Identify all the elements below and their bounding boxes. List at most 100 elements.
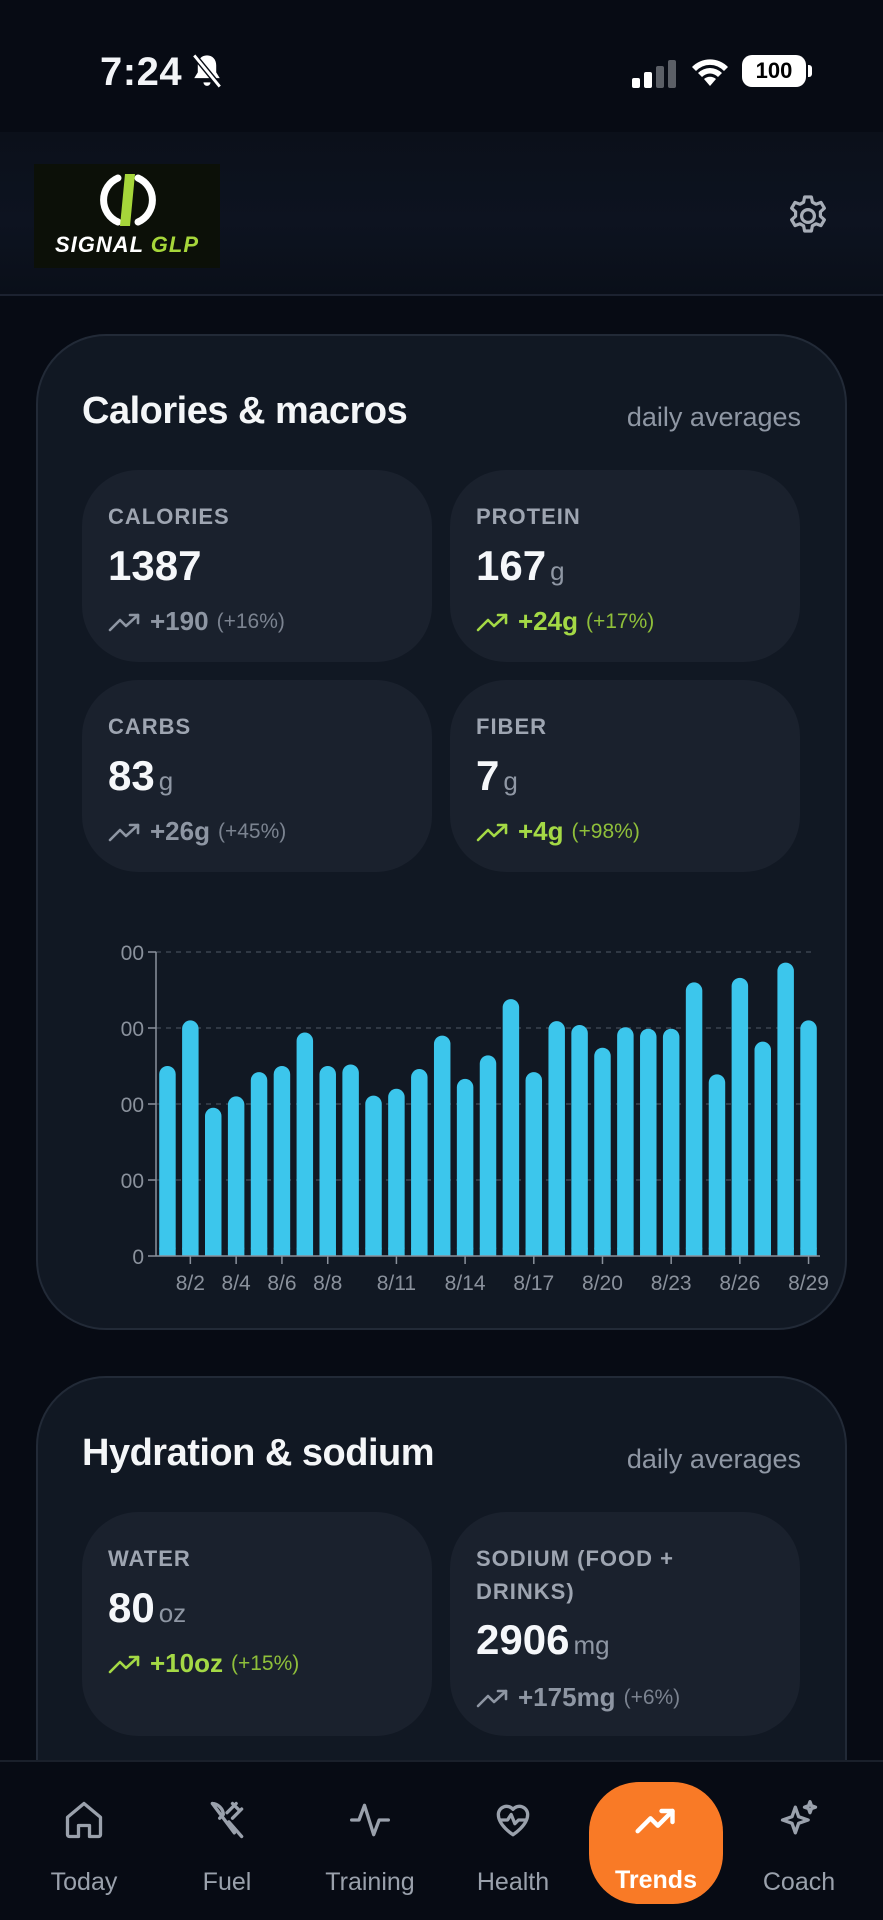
nav-trends[interactable]: Trends	[589, 1782, 723, 1904]
chart-bar	[777, 962, 794, 1256]
logo-mark-icon	[100, 174, 156, 226]
protein-tile[interactable]: PROTEIN 167 g +24g (+17%)	[450, 470, 800, 662]
gear-icon[interactable]	[784, 192, 832, 240]
chart-bar-base	[433, 1247, 451, 1256]
app-header: SIGNAL GLP	[0, 132, 883, 296]
nav-today[interactable]: Today	[19, 1762, 149, 1920]
trending-up-icon	[476, 1689, 508, 1707]
chart-bar	[594, 1047, 611, 1256]
chart-bar-base	[319, 1247, 336, 1256]
chart-bar	[273, 1066, 291, 1256]
chart-bar-base	[227, 1247, 245, 1256]
tile-label: SODIUM (FOOD + DRINKS)	[476, 1546, 674, 1604]
chart-bar-base	[411, 1247, 428, 1256]
chart-bar-base	[731, 1247, 749, 1256]
chart-bar-base	[250, 1247, 268, 1256]
tile-value: 167 g	[476, 542, 565, 589]
trending-up-icon	[476, 823, 508, 841]
x-tick-label: 8/26	[719, 1272, 760, 1295]
hydration-subtitle: daily averages	[626, 1444, 801, 1474]
tile-value: 1387	[108, 542, 202, 589]
chart-bar-base	[640, 1247, 657, 1256]
x-tick-label: 8/20	[582, 1272, 623, 1295]
chart-bar-base	[708, 1247, 726, 1256]
x-tick-label: 8/17	[513, 1272, 554, 1295]
chart-bar	[617, 1027, 634, 1256]
chart-bar	[365, 1095, 382, 1256]
app-logo[interactable]: SIGNAL GLP	[34, 164, 220, 268]
chart-bar	[250, 1072, 268, 1256]
water-tile[interactable]: WATER 80 oz +10oz (+15%)	[82, 1512, 432, 1736]
chart-bar	[159, 1066, 176, 1256]
chart-bar	[662, 1028, 680, 1256]
chart-bar	[502, 999, 520, 1256]
nav-health[interactable]: Health	[448, 1762, 578, 1920]
chart-bar	[731, 977, 749, 1256]
nav-fuel[interactable]: Fuel	[162, 1762, 292, 1920]
chart-bar-base	[617, 1247, 634, 1256]
x-tick-label: 8/29	[788, 1272, 828, 1295]
chart-bar	[548, 1021, 565, 1256]
y-tick-label: 00	[121, 1094, 144, 1117]
y-tick-label: 00	[121, 942, 144, 965]
chart-bar-base	[777, 1247, 794, 1256]
tile-label: CARBS	[108, 714, 192, 739]
heart-pulse-icon	[496, 1804, 530, 1837]
chart-bar-base	[594, 1247, 611, 1256]
chart-bar-base	[159, 1247, 176, 1256]
tile-value: 83 g	[108, 752, 174, 799]
chart-bar-base	[204, 1247, 222, 1256]
chart-bar	[388, 1088, 405, 1256]
wifi-icon	[692, 59, 728, 86]
x-tick-label: 8/11	[377, 1272, 416, 1295]
tile-delta: +175mg (+6%)	[476, 1682, 680, 1713]
trending-up-icon	[108, 613, 140, 631]
sodium-tile[interactable]: SODIUM (FOOD + DRINKS) 2906 mg +175mg (+6%…	[450, 1512, 800, 1736]
x-tick-label: 8/14	[445, 1272, 486, 1295]
tile-value: 2906 mg	[476, 1616, 610, 1663]
tile-label: PROTEIN	[476, 504, 581, 529]
chart-bar-base	[365, 1247, 382, 1256]
tile-value: 80 oz	[108, 1584, 187, 1631]
y-tick-label: 0	[132, 1246, 144, 1269]
macros-card: Calories & macros daily averages CALORIE…	[36, 334, 847, 1330]
calories-tile[interactable]: CALORIES 1387 +190 (+16%)	[82, 470, 432, 662]
nav-coach[interactable]: Coach	[734, 1762, 864, 1920]
x-tick-label: 8/2	[176, 1272, 205, 1295]
nav-training[interactable]: Training	[305, 1762, 435, 1920]
chart-bar	[754, 1041, 772, 1256]
tile-delta: +24g (+17%)	[476, 606, 654, 637]
chart-bar-base	[662, 1247, 680, 1256]
tile-delta: +26g (+45%)	[108, 816, 286, 847]
utensils-icon	[210, 1801, 244, 1839]
nav-label: Fuel	[202, 1868, 252, 1896]
x-tick-label: 8/6	[267, 1272, 296, 1295]
x-tick-label: 8/8	[313, 1272, 342, 1295]
trending-up-icon	[476, 613, 508, 631]
tile-delta: +10oz (+15%)	[108, 1648, 299, 1679]
bottom-nav: Today Fuel Training Health Trends Coach	[0, 1760, 883, 1920]
chart-bar	[685, 982, 703, 1256]
chart-bar-base	[571, 1247, 588, 1256]
chart-bar-base	[548, 1247, 565, 1256]
bell-slash-icon	[192, 53, 222, 89]
macros-title: Calories & macros	[82, 390, 408, 432]
carbs-tile[interactable]: CARBS 83 g +26g (+45%)	[82, 680, 432, 872]
chart-bar	[640, 1028, 657, 1256]
chart-bar-base	[273, 1247, 291, 1256]
chart-bar-base	[685, 1247, 703, 1256]
x-tick-label: 8/4	[222, 1272, 252, 1295]
chart-bar-base	[296, 1247, 314, 1256]
calories-bar-chart: 0 00 00 00 00 8/2 8/4 8/6 8/8 8/11 8/14 8/17 8/20 8/2…	[68, 896, 829, 1306]
trending-up-icon	[108, 1655, 140, 1673]
nav-label: Today	[50, 1868, 118, 1896]
chart-bar-base	[388, 1247, 405, 1256]
tile-label: WATER	[108, 1546, 191, 1571]
macros-subtitle: daily averages	[626, 402, 801, 432]
nav-label: Trends	[615, 1866, 697, 1894]
chart-bar	[182, 1020, 199, 1256]
chart-bar-base	[800, 1247, 817, 1256]
sparkles-icon	[780, 1800, 818, 1835]
chart-bar	[708, 1074, 726, 1256]
